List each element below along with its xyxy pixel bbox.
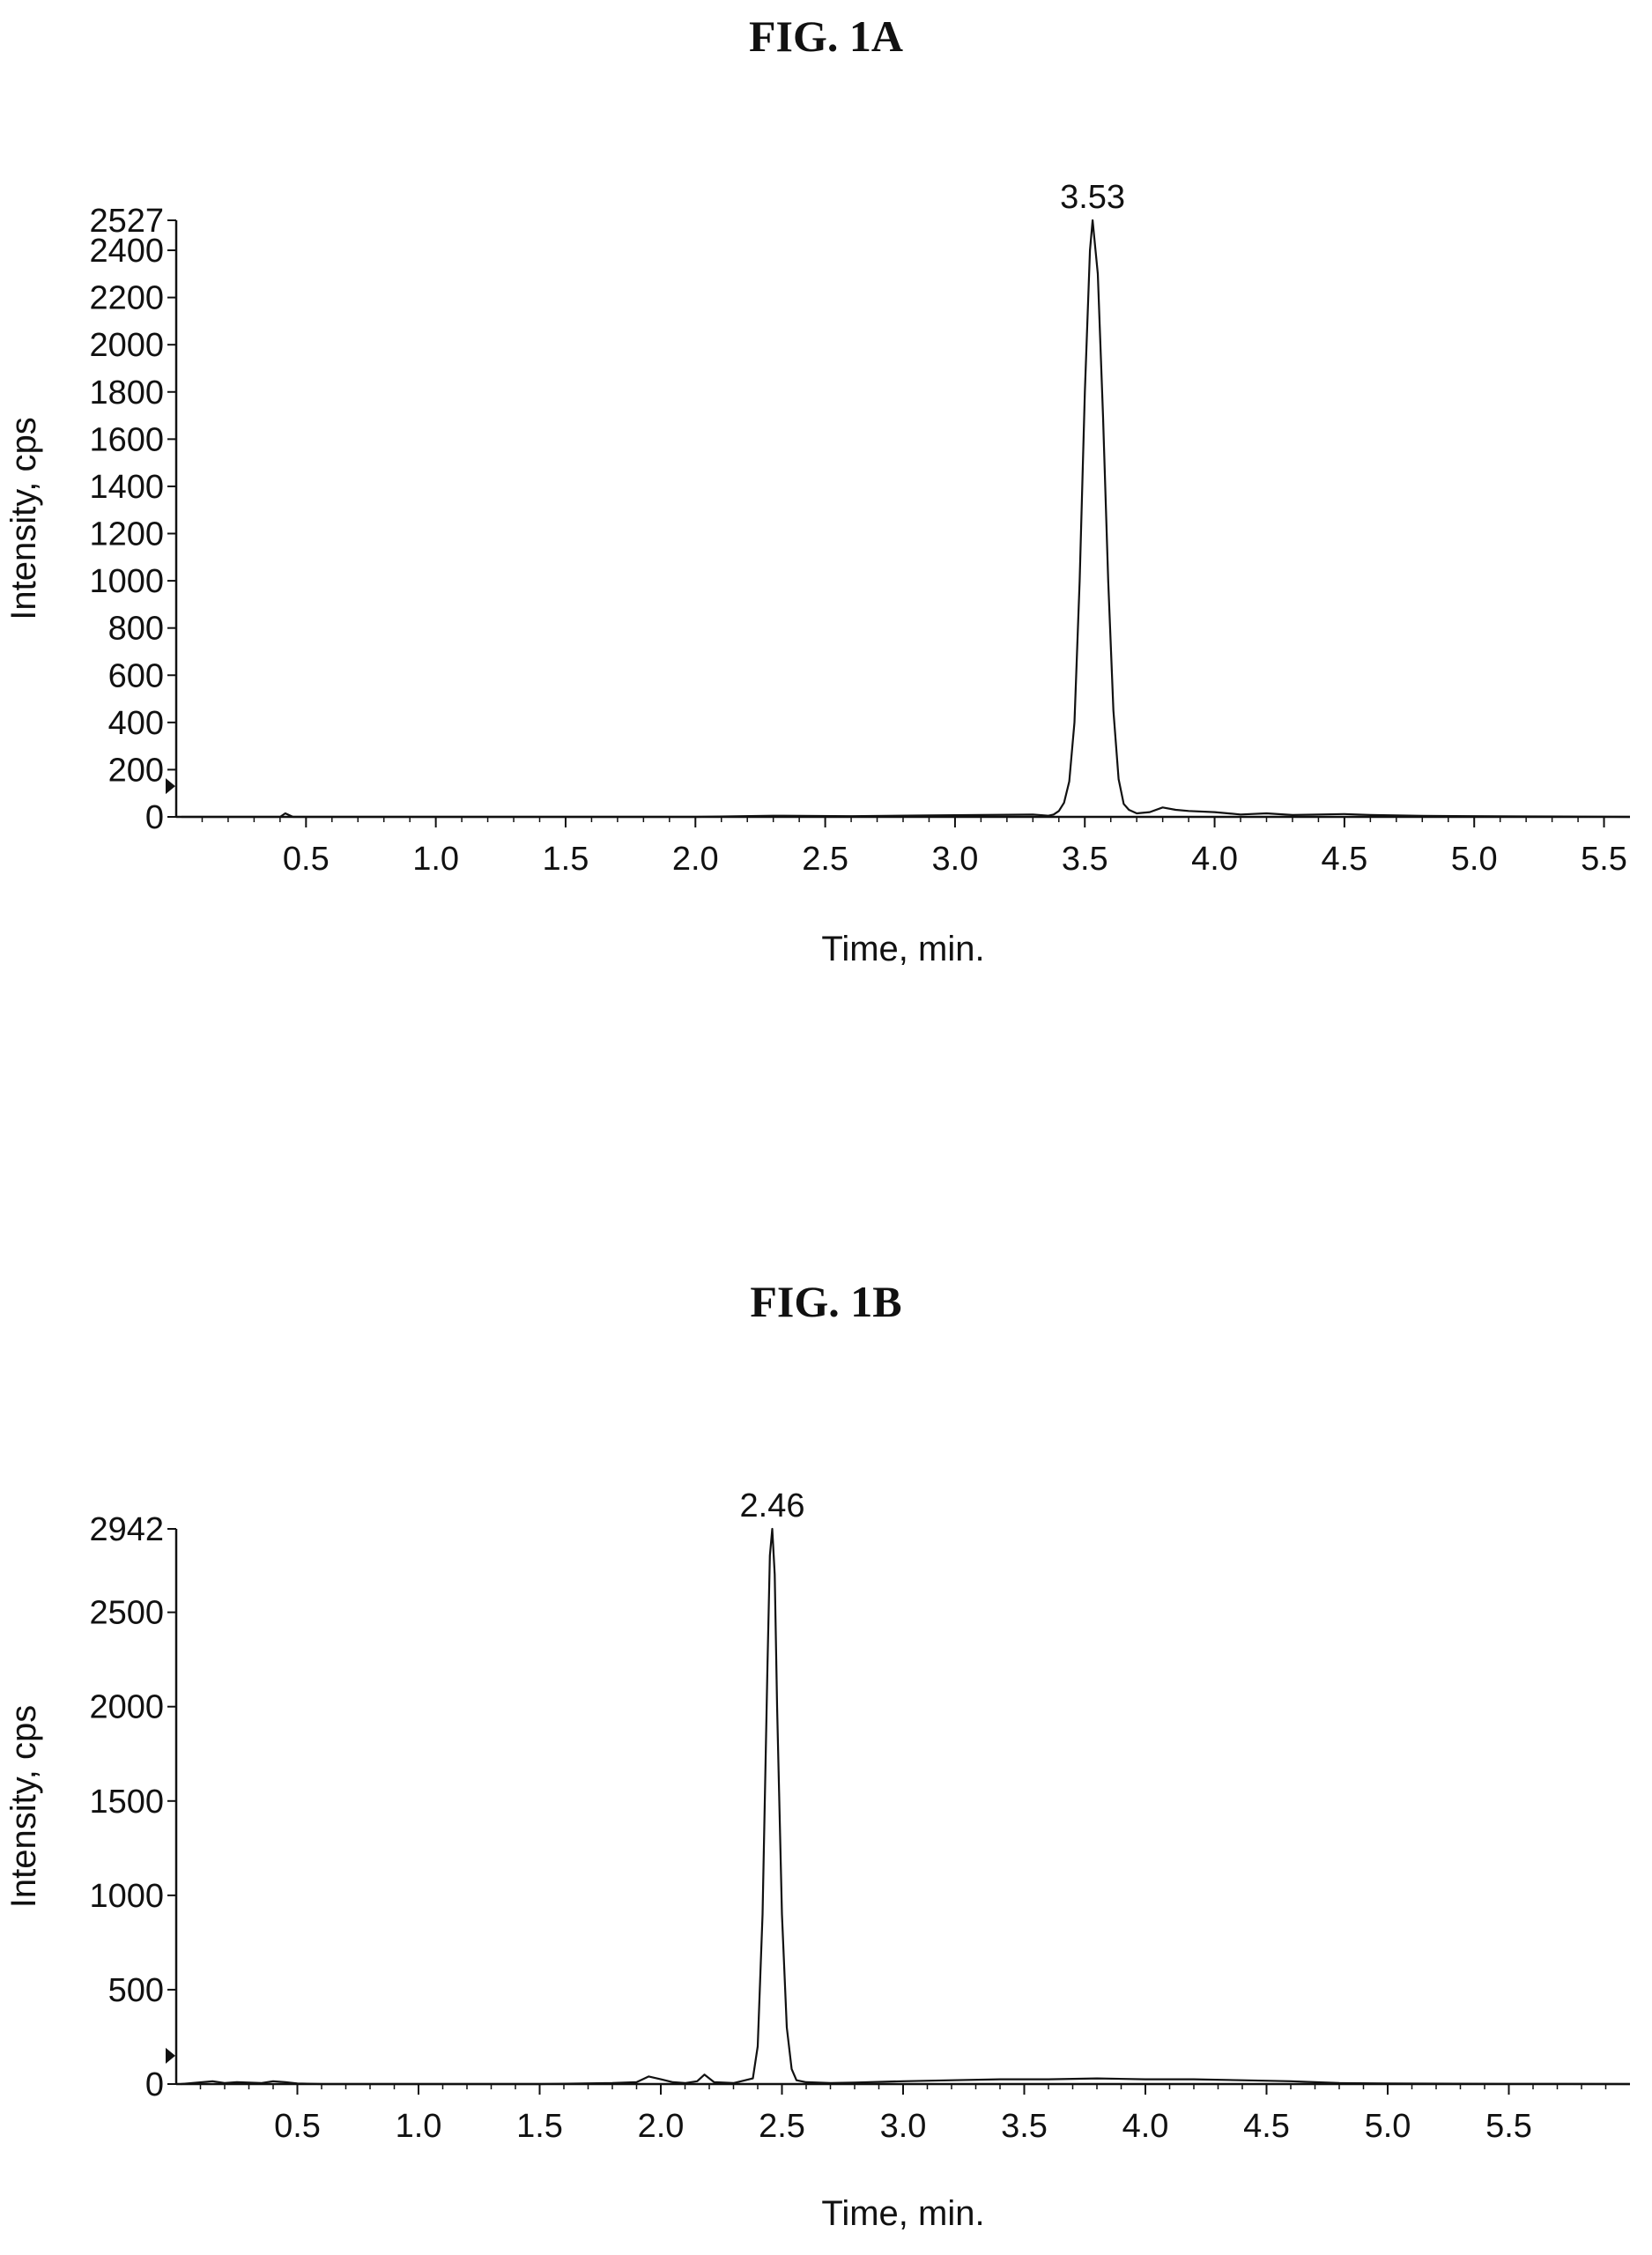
x-tick-label: 2.0 <box>672 841 719 878</box>
chromatogram-trace <box>181 1527 1631 2086</box>
y-tick-label: 0 <box>145 799 164 836</box>
x-tick-label: 0.5 <box>274 2108 321 2145</box>
y-tick-label: 1000 <box>89 563 164 600</box>
y-tick-label: 1400 <box>89 469 164 506</box>
x-tick-label: 3.5 <box>1001 2108 1048 2145</box>
y-tick-label: 1500 <box>89 1784 164 1821</box>
y-tick-label: 2200 <box>89 280 164 317</box>
y-tick-label: 400 <box>108 705 164 742</box>
x-tick-label: 1.0 <box>396 2108 442 2145</box>
y-tick-label: 1200 <box>89 516 164 553</box>
chromatogram-chart-1a: 0.5 1.0 1.5 2.0 2.5 3.0 3.5 4.0 4.5 5.0 5.5 0 200 400… <box>4 179 1631 968</box>
x-axis-label: Time, min. <box>821 930 984 968</box>
x-tick-label: 2.5 <box>759 2108 805 2145</box>
x-tick-label: 4.0 <box>1191 841 1238 878</box>
x-tick-label: 5.0 <box>1365 2108 1411 2145</box>
x-tick-label: 4.5 <box>1321 841 1367 878</box>
y-tick-label: 2527 <box>89 203 164 240</box>
x-tick-label: 5.5 <box>1581 841 1627 878</box>
y-tick-label: 600 <box>108 657 164 694</box>
peak-label: 2.46 <box>740 1487 805 1524</box>
x-tick-label: 4.5 <box>1243 2108 1290 2145</box>
threshold-marker-icon <box>166 2047 175 2064</box>
y-tick-label: 800 <box>108 611 164 648</box>
y-tick-label: 1800 <box>89 375 164 412</box>
y-tick-label: 2942 <box>89 1511 164 1548</box>
x-tick-label: 2.5 <box>802 841 848 878</box>
x-tick-label: 2.0 <box>638 2108 685 2145</box>
threshold-marker-icon <box>166 778 175 795</box>
x-axis-label: Time, min. <box>821 2194 984 2233</box>
y-tick-label: 1600 <box>89 421 164 458</box>
x-tick-label: 0.5 <box>283 841 330 878</box>
figure-1a-title: FIG. 1A <box>749 11 903 61</box>
y-tick-label: 2400 <box>89 233 164 270</box>
chromatogram-chart-1b: 0.5 1.0 1.5 2.0 2.5 3.0 3.5 4.0 4.5 5.0 5.5 0 500 100… <box>4 1487 1631 2233</box>
y-tick-label: 2500 <box>89 1595 164 1632</box>
y-tick-label: 2000 <box>89 1689 164 1726</box>
x-tick-label: 5.0 <box>1451 841 1498 878</box>
y-tick-label: 500 <box>108 1972 164 2009</box>
x-tick-label: 3.0 <box>932 841 979 878</box>
y-tick-label: 200 <box>108 752 164 789</box>
chromatogram-trace <box>181 219 1631 819</box>
figure-1b-title: FIG. 1B <box>750 1277 902 1326</box>
x-tick-label: 4.0 <box>1122 2108 1169 2145</box>
y-tick-label: 0 <box>145 2066 164 2103</box>
x-tick-label: 3.5 <box>1062 841 1108 878</box>
x-tick-label: 3.0 <box>880 2108 927 2145</box>
y-tick-label: 1000 <box>89 1878 164 1915</box>
x-tick-label: 1.5 <box>516 2108 563 2145</box>
y-tick-label: 2000 <box>89 327 164 364</box>
x-tick-label: 1.5 <box>543 841 589 878</box>
x-tick-label: 1.0 <box>412 841 459 878</box>
y-axis-label: Intensity, cps <box>4 1705 43 1908</box>
peak-label: 3.53 <box>1060 179 1125 216</box>
x-tick-label: 5.5 <box>1485 2108 1532 2145</box>
y-axis-label: Intensity, cps <box>4 417 43 619</box>
